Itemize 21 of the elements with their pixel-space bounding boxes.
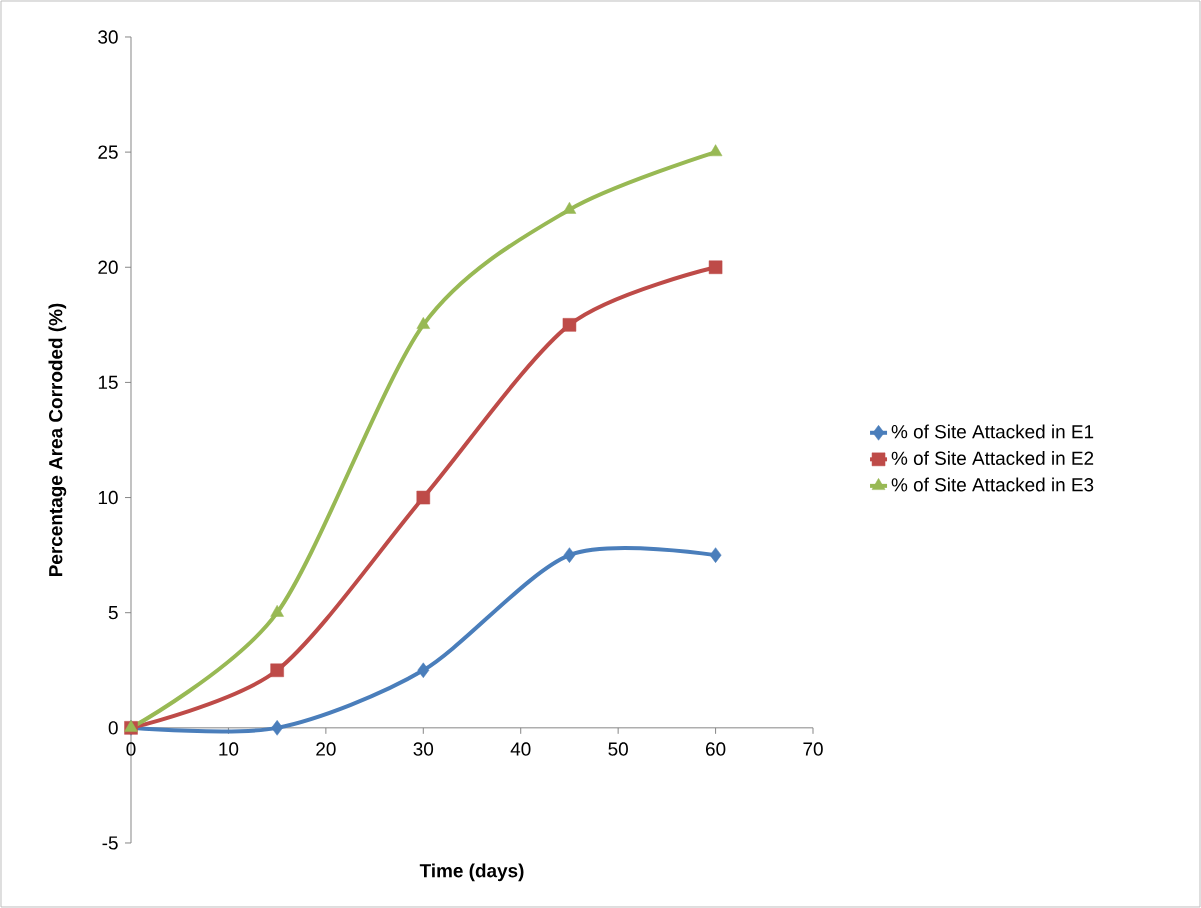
y-tick-label: 25	[98, 145, 118, 159]
y-tick-label: 0	[108, 721, 118, 735]
x-tick-label: 10	[219, 742, 239, 756]
x-tick-label: 30	[413, 742, 434, 756]
legend-label: % of Site Attacked in E1	[891, 424, 1094, 439]
x-tick-label: 0	[126, 742, 136, 756]
x-tick-label: 50	[608, 742, 628, 756]
x-tick-label: 20	[316, 742, 336, 756]
x-tick-label: 40	[510, 742, 531, 756]
legend-label: % of Site Attacked in E3	[891, 477, 1094, 492]
y-tick-label: 20	[98, 260, 118, 274]
y-tick-label: 30	[98, 30, 118, 44]
x-axis-title: Time (days)	[419, 863, 524, 882]
y-axis-title: Percentage Area Corroded (%)	[48, 303, 67, 576]
y-tick-label: -5	[102, 836, 118, 850]
x-tick-label: 60	[706, 742, 726, 756]
y-tick-label: 5	[108, 606, 118, 620]
x-tick-label: 70	[803, 742, 823, 756]
legend-label: % of Site Attacked in E2	[891, 451, 1094, 465]
y-tick-label: 10	[98, 490, 118, 505]
y-tick-label: 15	[98, 375, 118, 390]
